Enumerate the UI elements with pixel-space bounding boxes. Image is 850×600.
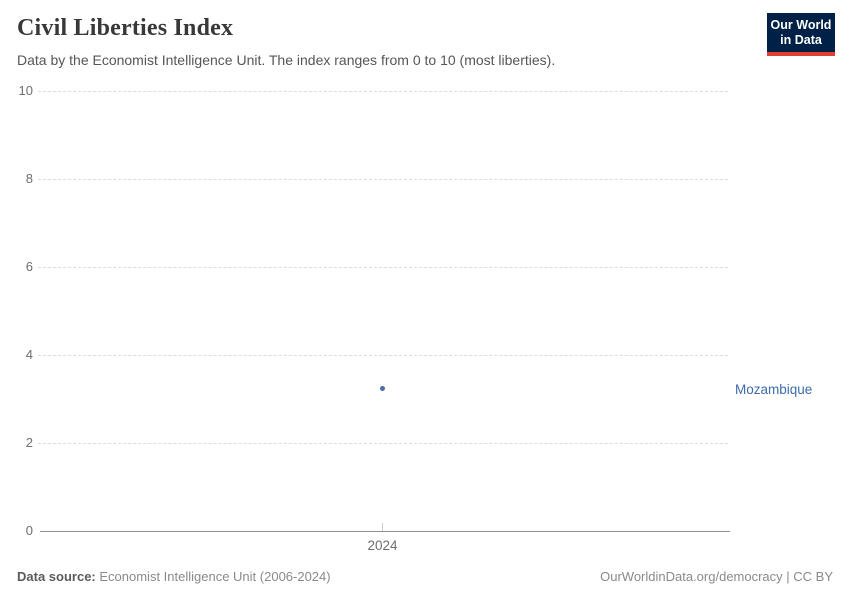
x-axis-baseline <box>40 531 730 532</box>
gridline-y-10 <box>38 91 728 92</box>
page-title: Civil Liberties Index <box>17 15 234 41</box>
entity-label-mozambique[interactable]: Mozambique <box>735 382 813 397</box>
gridline-y-6 <box>38 267 728 268</box>
license-link[interactable]: OurWorldinData.org/democracy | CC BY <box>600 569 833 584</box>
gridline-y-4 <box>38 355 728 356</box>
y-tick-label-6: 6 <box>25 259 33 274</box>
y-tick-label-10: 10 <box>18 83 33 98</box>
y-tick-label-4: 4 <box>25 347 33 362</box>
owid-logo-line1: Our World <box>770 18 832 32</box>
data-source-label: Data source: <box>17 569 96 584</box>
y-tick-label-0: 0 <box>25 523 33 538</box>
y-tick-label-8: 8 <box>25 171 33 186</box>
gridline-y-8 <box>38 179 728 180</box>
owid-logo-line2: in Data <box>780 33 822 47</box>
y-tick-label-2: 2 <box>25 435 33 450</box>
data-source-text: Economist Intelligence Unit (2006-2024) <box>95 569 331 584</box>
data-source-note: Data source: Economist Intelligence Unit… <box>17 569 331 584</box>
data-point-mozambique-2024[interactable] <box>380 386 385 391</box>
owid-logo[interactable]: Our World in Data <box>767 13 835 56</box>
chart-subtitle: Data by the Economist Intelligence Unit.… <box>17 52 556 68</box>
x-tick-label-2024: 2024 <box>367 538 398 553</box>
gridline-y-2 <box>38 443 728 444</box>
x-tick-mark-2024 <box>382 523 383 531</box>
